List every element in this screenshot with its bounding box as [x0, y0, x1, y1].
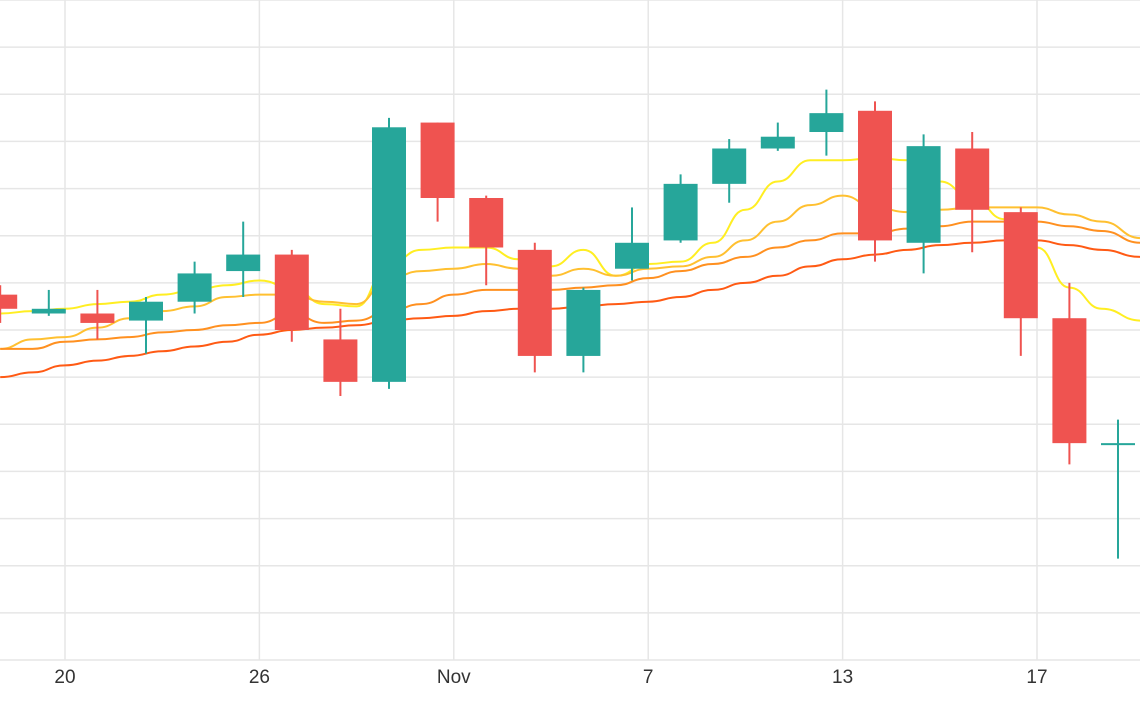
- x-tick-label: 26: [249, 667, 270, 688]
- candle-down: [1003, 207, 1038, 356]
- candle-down: [420, 122, 455, 222]
- candle-body: [420, 122, 455, 198]
- candle-body: [663, 183, 698, 241]
- candle-body: [129, 301, 163, 321]
- candle-body: [955, 148, 990, 210]
- candle-body: [274, 254, 309, 330]
- candle-body: [323, 339, 358, 382]
- x-axis-tick-labels: 20 26 Nov 7 13 17: [54, 667, 1047, 688]
- candle-body: [712, 148, 747, 184]
- x-tick-label: 20: [54, 667, 75, 688]
- candle-body: [809, 113, 844, 132]
- candle-down: [274, 249, 309, 342]
- grid-lines: [0, 0, 1140, 661]
- candle-up: [663, 174, 698, 243]
- x-tick-label: 17: [1026, 667, 1047, 688]
- candle-body: [1052, 318, 1087, 444]
- candle-down: [955, 132, 990, 253]
- candle-up: [566, 287, 601, 373]
- candle-body: [517, 249, 552, 356]
- candle-body: [31, 308, 66, 314]
- candle-body: [906, 146, 941, 243]
- candle-up: [760, 122, 795, 151]
- moving-average-line-2: [0, 194, 1140, 350]
- candle-body: [0, 294, 18, 309]
- candle-body: [858, 110, 892, 241]
- candle-up: [615, 207, 649, 281]
- candle-body: [1101, 443, 1135, 446]
- candle-up: [906, 134, 941, 274]
- candles: [0, 89, 1135, 559]
- candle-down: [858, 101, 892, 262]
- candle-up: [372, 117, 406, 389]
- x-tick-label: 7: [643, 667, 654, 688]
- x-tick-label: 13: [832, 667, 853, 688]
- candle-down: [0, 285, 18, 323]
- candle-body: [469, 198, 504, 248]
- candle-down: [1052, 282, 1087, 465]
- candle-body: [760, 136, 795, 149]
- candle-up: [31, 289, 66, 316]
- candle-up: [177, 261, 212, 314]
- candle-body: [372, 127, 406, 382]
- candle-down: [469, 195, 504, 286]
- candle-body: [566, 289, 601, 356]
- candle-body: [226, 254, 261, 272]
- candle-down: [323, 308, 358, 396]
- candle-body: [80, 313, 115, 323]
- candle-up: [1101, 419, 1135, 559]
- candle-up: [129, 297, 163, 354]
- moving-average-line-3: [0, 220, 1140, 350]
- candle-up: [712, 139, 747, 203]
- candle-down: [517, 242, 552, 373]
- candle-up: [809, 89, 844, 156]
- candle-body: [615, 242, 649, 269]
- candle-up: [226, 221, 261, 297]
- candle-body: [1003, 212, 1038, 319]
- candle-down: [80, 289, 115, 340]
- x-tick-label: Nov: [437, 667, 471, 688]
- candle-body: [177, 273, 212, 302]
